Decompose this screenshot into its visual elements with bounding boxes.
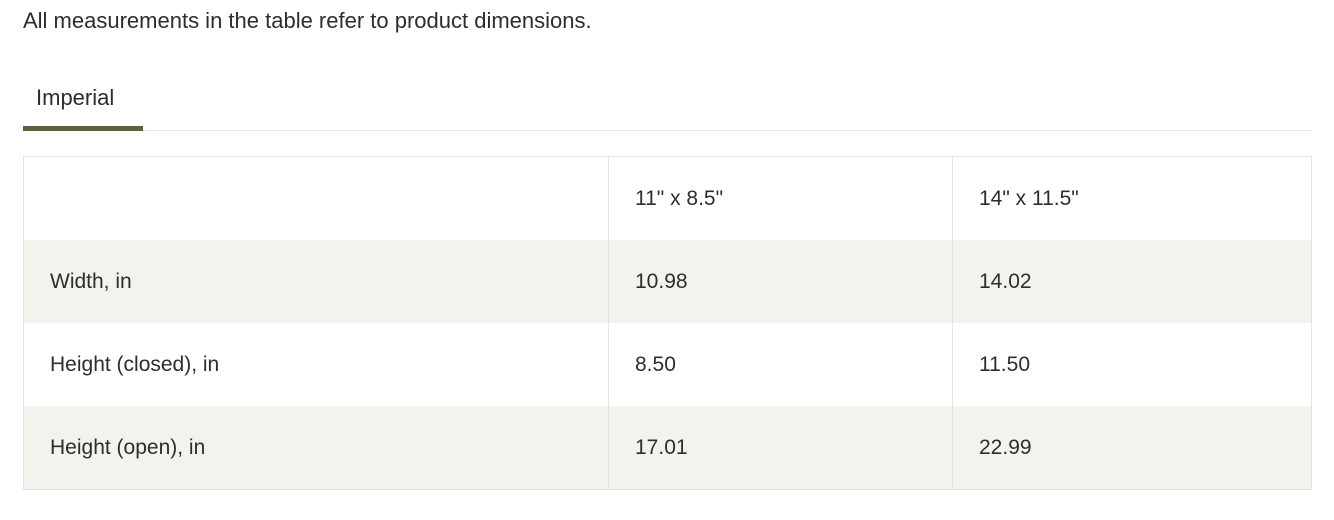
table-cell: 10.98 [608,240,953,323]
row-label: Height (open), in [23,406,609,490]
table-row: Height (closed), in 8.50 11.50 [23,323,1312,406]
header-cell-size-large: 14" x 11.5" [952,156,1312,240]
active-tab-indicator [23,126,143,131]
unit-tabs: Imperial [23,78,1311,131]
table-cell: 22.99 [952,406,1312,490]
table-cell: 17.01 [608,406,953,490]
table-cell: 14.02 [952,240,1312,323]
table-cell: 11.50 [952,323,1312,406]
table-row: Height (open), in 17.01 22.99 [23,406,1312,490]
table-header-row: 11" x 8.5" 14" x 11.5" [23,156,1312,240]
row-label: Height (closed), in [23,323,609,406]
header-cell-size-small: 11" x 8.5" [608,156,953,240]
tab-imperial-label: Imperial [36,85,115,110]
dimensions-table: 11" x 8.5" 14" x 11.5" Width, in 10.98 1… [23,156,1312,490]
tab-imperial[interactable]: Imperial [23,78,143,131]
header-cell-empty [23,156,609,240]
table-cell: 8.50 [608,323,953,406]
dimensions-note: All measurements in the table refer to p… [23,8,592,33]
table-row: Width, in 10.98 14.02 [23,240,1312,323]
row-label: Width, in [23,240,609,323]
